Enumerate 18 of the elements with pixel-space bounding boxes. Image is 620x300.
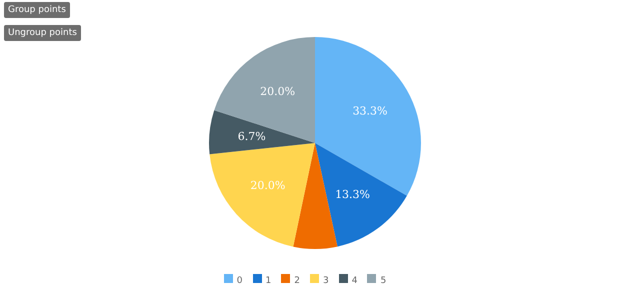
legend-label: 3 [323, 276, 329, 286]
pie-slice [293, 143, 338, 249]
data-label: 6.7% [238, 130, 266, 143]
data-label: 13.3% [335, 188, 370, 201]
legend-label: 1 [266, 276, 272, 286]
legend-label: 5 [380, 276, 386, 286]
legend-label: 4 [352, 276, 358, 286]
pie-slice [209, 110, 315, 154]
button: Ungroup points [4, 25, 81, 41]
data-label: 20.0% [260, 85, 296, 98]
pie-slice [315, 143, 407, 247]
legend-label: 2 [294, 276, 300, 286]
data-label: 20.0% [250, 179, 286, 192]
pie-slice [210, 143, 315, 247]
data-label: 33.3% [352, 104, 388, 118]
button: Group points [4, 2, 70, 18]
legend-label: 0 [236, 276, 243, 286]
pie-slice [214, 37, 315, 143]
